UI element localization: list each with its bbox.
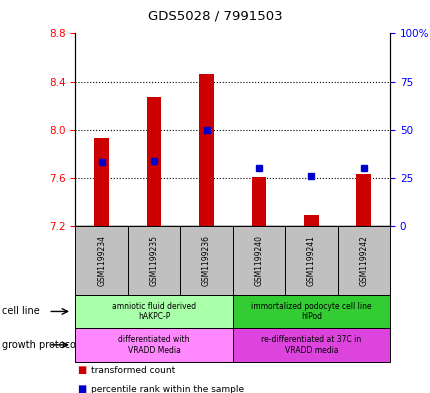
Text: GSM1199240: GSM1199240 <box>254 235 263 286</box>
Text: GSM1199236: GSM1199236 <box>202 235 211 286</box>
Text: amniotic fluid derived
hAKPC-P: amniotic fluid derived hAKPC-P <box>112 302 196 321</box>
Bar <box>199 74 213 226</box>
Text: immortalized podocyte cell line
hIPod: immortalized podocyte cell line hIPod <box>251 302 371 321</box>
Text: differentiated with
VRADD Media: differentiated with VRADD Media <box>118 335 189 354</box>
Bar <box>303 215 318 226</box>
Bar <box>251 176 266 226</box>
Text: GSM1199234: GSM1199234 <box>97 235 106 286</box>
Bar <box>356 174 370 226</box>
Text: ■: ■ <box>77 384 86 393</box>
Text: GDS5028 / 7991503: GDS5028 / 7991503 <box>148 10 282 23</box>
Text: percentile rank within the sample: percentile rank within the sample <box>90 385 243 393</box>
Text: GSM1199242: GSM1199242 <box>359 235 368 286</box>
Text: GSM1199235: GSM1199235 <box>149 235 158 286</box>
Text: cell line: cell line <box>2 307 40 316</box>
Text: re-differentiated at 37C in
VRADD media: re-differentiated at 37C in VRADD media <box>261 335 361 354</box>
Text: growth protocol: growth protocol <box>2 340 79 350</box>
Text: GSM1199241: GSM1199241 <box>306 235 315 286</box>
Bar <box>146 97 161 226</box>
Text: transformed count: transformed count <box>90 366 174 375</box>
Bar <box>94 138 109 226</box>
Text: ■: ■ <box>77 365 86 375</box>
